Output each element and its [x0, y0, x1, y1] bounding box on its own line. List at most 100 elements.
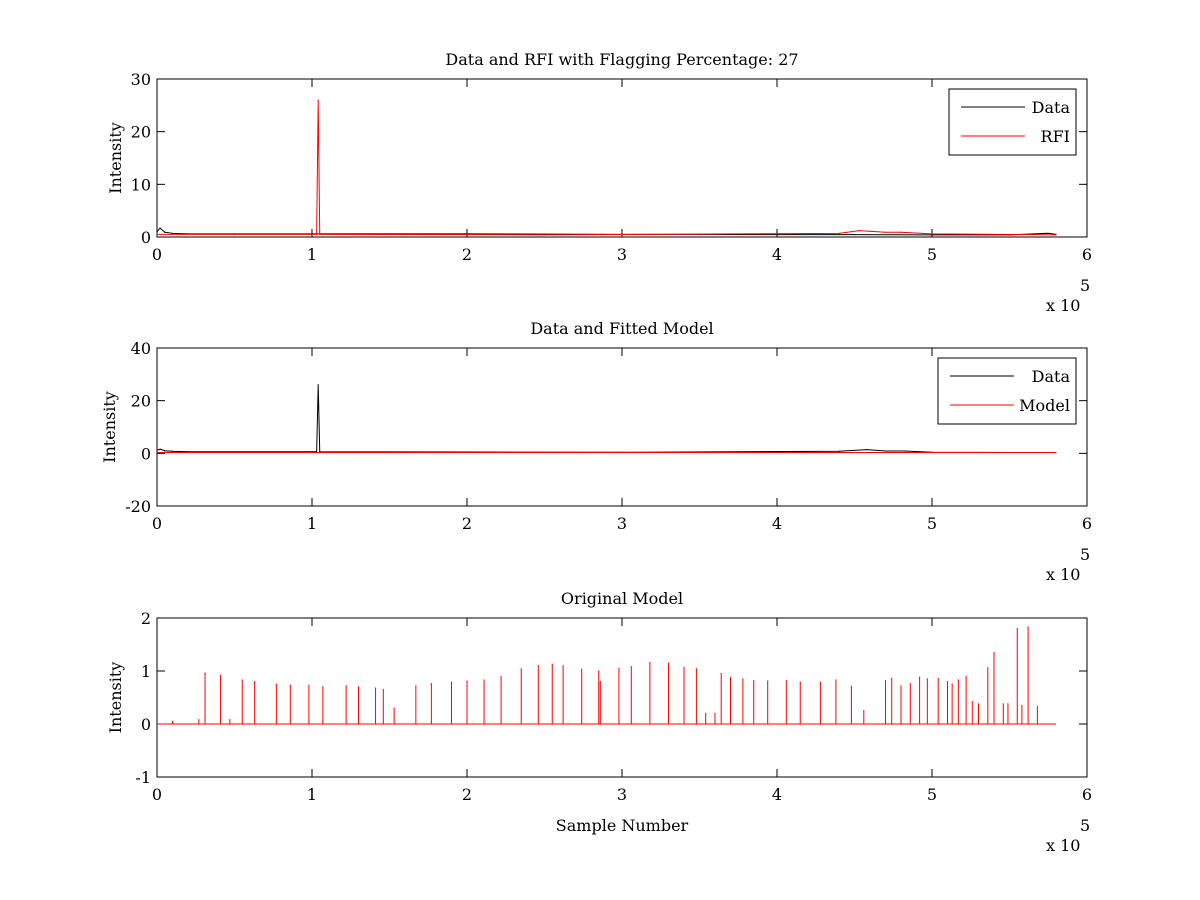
peak-point [219, 674, 222, 676]
x-exponent-power: 5 [1080, 545, 1090, 564]
peak-point [1027, 626, 1029, 628]
peak-point [714, 712, 716, 715]
peak-point [630, 666, 632, 668]
peak-point [289, 684, 291, 686]
legend-box [937, 357, 1077, 425]
series-point [157, 233, 158, 235]
x-tick-label: 0 [152, 245, 162, 264]
series-point [866, 449, 868, 451]
peak-point [863, 710, 865, 712]
peak-point [520, 668, 522, 670]
peak-point [742, 678, 744, 680]
series-point [853, 234, 856, 236]
x-exponent-label: x 10 [1046, 296, 1080, 315]
peak-point [1007, 703, 1009, 705]
peak-point [951, 683, 953, 685]
peak-point [393, 707, 395, 709]
series-point [931, 233, 933, 235]
series-point [884, 231, 887, 233]
x-tick-label: 0 [152, 514, 162, 533]
series-point [466, 233, 468, 235]
y-tick-label: 2 [141, 609, 151, 628]
plot-area [156, 617, 1088, 778]
peak-point [695, 668, 698, 670]
series-point [1055, 234, 1057, 236]
peak-point [1016, 628, 1018, 630]
x-tick-label: 6 [1082, 785, 1092, 804]
peak-point [322, 686, 324, 688]
series-point [1055, 451, 1057, 454]
peak-point [720, 673, 722, 675]
x-tick-label: 4 [772, 785, 782, 804]
peak-point [987, 667, 989, 669]
x-tick-label: 1 [307, 245, 317, 264]
peak-point [345, 685, 347, 687]
series-point [157, 449, 158, 451]
peak-point [993, 651, 995, 654]
peak-point [799, 681, 801, 683]
peak-point [909, 683, 911, 685]
x-exponent-power: 5 [1080, 276, 1090, 295]
peak-point [1021, 704, 1023, 707]
peak-point [308, 684, 310, 686]
series-point [838, 232, 840, 234]
peak-point [229, 719, 231, 721]
y-tick-label: 20 [131, 392, 151, 411]
x-tick-label: 2 [462, 785, 472, 804]
legend-label-2: Model [1019, 396, 1070, 415]
plot-area [156, 347, 1088, 507]
y-tick-label: 10 [131, 175, 151, 194]
peak-point [241, 679, 243, 681]
series-point [159, 448, 161, 450]
x-tick-label: 5 [927, 514, 937, 533]
legend-box [948, 88, 1077, 156]
peak-point [415, 685, 417, 687]
series-group [157, 626, 1056, 725]
series-point [157, 451, 158, 454]
series-group [157, 99, 1057, 236]
series-point [931, 234, 933, 236]
chart-title: Data and Fitted Model [530, 319, 713, 338]
y-tick-label: 40 [131, 339, 151, 358]
peak-point [753, 679, 755, 682]
y-tick-label: 20 [131, 123, 151, 142]
peak-point [965, 675, 967, 677]
series-point [164, 231, 166, 233]
peak-point [500, 675, 502, 677]
x-tick-label: 1 [307, 514, 317, 533]
x-tick-label: 5 [927, 245, 937, 264]
series-point [884, 450, 887, 452]
peak-point [977, 703, 980, 705]
plot-area [156, 78, 1088, 238]
x-exponent-label: x 10 [1046, 836, 1080, 855]
peak-point [767, 680, 769, 682]
series-line [157, 627, 1056, 725]
x-tick-label: 2 [462, 514, 472, 533]
peak-point [171, 720, 174, 722]
y-tick-label: -20 [125, 497, 151, 516]
y-tick-label: 0 [141, 228, 151, 247]
chart-title: Original Model [561, 589, 683, 608]
peak-point [198, 719, 200, 721]
peak-point [382, 688, 384, 691]
peak-point [254, 681, 256, 683]
peak-point [1036, 705, 1038, 708]
series-point [903, 450, 905, 452]
peak-point [357, 686, 360, 688]
series-point [776, 234, 778, 236]
peak-point [683, 666, 685, 668]
series-point [171, 232, 174, 234]
x-axis-label: Sample Number [556, 816, 689, 835]
peak-point [850, 685, 853, 687]
peak-point [466, 680, 468, 682]
y-tick-label: 0 [141, 444, 151, 463]
peak-point [450, 681, 453, 683]
x-tick-label: 3 [617, 785, 627, 804]
peak-point [926, 678, 928, 680]
peak-point [705, 712, 707, 715]
x-tick-label: 0 [152, 785, 162, 804]
series-point [316, 233, 318, 235]
series-point [543, 234, 546, 236]
